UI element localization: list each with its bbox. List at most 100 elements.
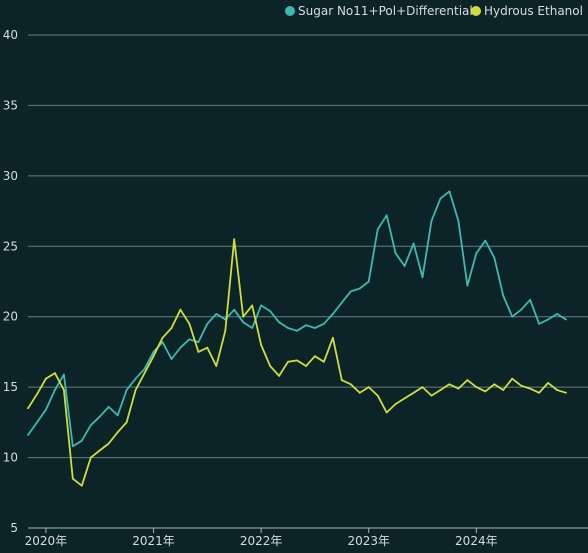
data-point: [376, 394, 379, 397]
data-point: [565, 391, 567, 394]
data-point: [125, 421, 128, 424]
data-point: [296, 329, 298, 332]
y-tick-label: 40: [3, 28, 18, 42]
data-point: [116, 431, 119, 434]
data-point: [224, 329, 227, 332]
data-point: [278, 374, 280, 377]
data-point: [98, 449, 101, 452]
data-point: [565, 318, 567, 321]
data-point: [170, 327, 173, 329]
data-point: [161, 336, 164, 339]
series-group: [27, 190, 567, 487]
data-point: [62, 389, 65, 391]
data-point: [349, 383, 352, 386]
data-point: [36, 421, 38, 424]
data-point: [206, 346, 209, 349]
legend-item-ethanol[interactable]: Hydrous Ethanol: [471, 4, 583, 18]
data-point: [502, 389, 505, 391]
data-point: [385, 214, 388, 217]
data-point: [421, 276, 424, 279]
data-point: [27, 434, 29, 436]
y-axis-ticks: 5 10 15 20 25 30 35 40: [3, 28, 18, 535]
data-point: [89, 424, 92, 427]
data-point: [54, 372, 56, 374]
data-point: [179, 346, 182, 349]
data-point: [287, 327, 289, 329]
data-point: [27, 407, 29, 410]
x-tick-label: 2024年: [455, 534, 498, 548]
x-tick-label: 2022年: [240, 534, 283, 548]
data-point: [556, 312, 558, 315]
data-point: [71, 477, 74, 480]
data-point: [331, 336, 334, 339]
data-point: [179, 308, 182, 311]
data-point: [448, 190, 451, 193]
data-point: [331, 312, 334, 315]
data-point: [269, 310, 271, 312]
data-point: [475, 386, 478, 389]
data-point: [349, 290, 352, 293]
data-point: [143, 372, 146, 374]
data-point: [323, 322, 325, 325]
data-point: [107, 442, 110, 445]
data-point: [466, 284, 469, 287]
data-point: [457, 387, 460, 390]
data-point: [314, 327, 316, 329]
data-point: [538, 391, 540, 394]
data-point: [529, 387, 532, 390]
x-tick-label: 2020年: [25, 534, 68, 548]
data-point: [197, 341, 200, 343]
data-point: [484, 390, 487, 393]
data-point: [556, 389, 558, 391]
data-point: [45, 377, 47, 380]
y-tick-label: 15: [3, 380, 18, 394]
data-point: [188, 322, 191, 325]
y-tick-label: 10: [3, 451, 18, 465]
data-point: [215, 365, 218, 367]
data-point: [278, 321, 280, 324]
data-point: [430, 220, 433, 222]
data-point: [547, 318, 549, 321]
y-tick-label: 20: [3, 310, 18, 324]
x-tick-label: 2023年: [347, 534, 390, 548]
series-sugar: [27, 190, 567, 448]
data-point: [143, 367, 146, 370]
data-point: [206, 322, 209, 325]
data-point: [233, 308, 236, 311]
data-point: [54, 389, 56, 391]
data-point: [305, 365, 307, 367]
data-point: [394, 252, 397, 255]
data-point: [493, 256, 496, 259]
data-point: [520, 308, 523, 311]
data-point: [511, 315, 514, 318]
x-tick-label: 2021年: [132, 534, 175, 548]
legend-label-ethanol: Hydrous Ethanol: [484, 4, 583, 18]
data-point: [233, 238, 236, 241]
data-point: [260, 304, 263, 307]
data-point: [529, 298, 532, 301]
legend-item-sugar[interactable]: Sugar No11+Pol+Differential: [285, 4, 473, 18]
data-point: [80, 439, 83, 442]
legend[interactable]: Sugar No11+Pol+Differential Hydrous Etha…: [285, 4, 583, 18]
data-point: [170, 358, 173, 360]
y-tick-label: 35: [3, 98, 18, 112]
data-point: [161, 341, 164, 343]
data-point: [242, 321, 245, 324]
data-point: [134, 389, 137, 391]
grid-lines: [28, 34, 588, 459]
data-point: [251, 304, 254, 307]
legend-swatch-sugar: [285, 6, 295, 16]
data-point: [89, 456, 92, 459]
data-point: [340, 301, 343, 304]
data-point: [107, 405, 110, 408]
data-point: [36, 393, 38, 396]
data-point: [188, 338, 191, 341]
data-point: [45, 408, 47, 411]
data-point: [457, 220, 460, 222]
data-point: [412, 391, 415, 394]
legend-label-sugar: Sugar No11+Pol+Differential: [298, 4, 473, 18]
data-point: [394, 403, 397, 405]
data-point: [134, 377, 137, 380]
series-hydrous-ethanol: [27, 238, 567, 487]
